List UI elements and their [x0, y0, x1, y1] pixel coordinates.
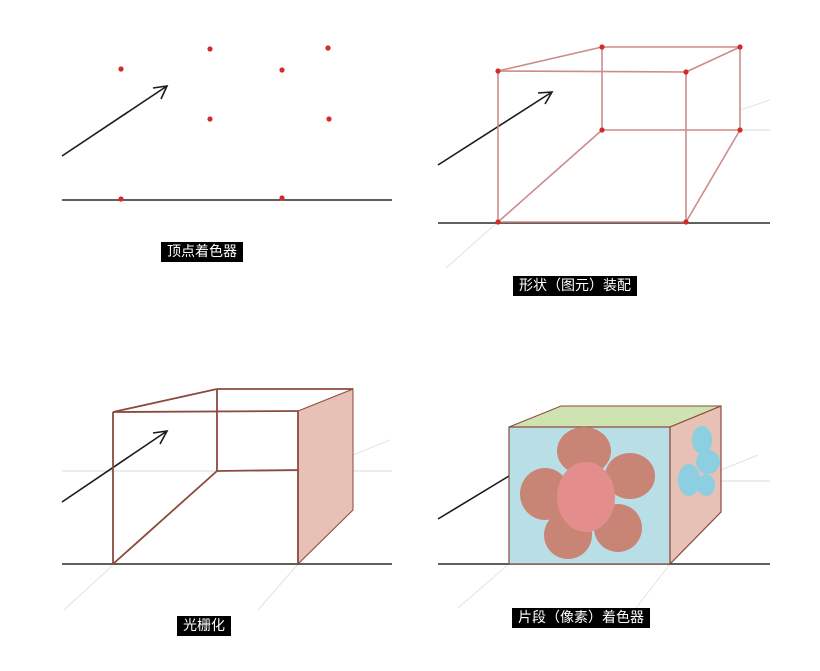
box-edges: [112, 388, 353, 565]
caption-fragment-shader: 片段（像素）着色器: [512, 608, 650, 628]
vertex-points: [118, 45, 332, 202]
flower-petal: [520, 468, 570, 520]
flower-decal: [520, 427, 655, 559]
side-decal-blob: [678, 464, 700, 496]
view-arrow: [61, 429, 169, 503]
vertex-point: [118, 66, 124, 72]
vertex-point: [495, 219, 501, 225]
side-decal-blob: [692, 426, 712, 454]
faint-perspective-line: [635, 563, 671, 609]
caption-rasterization: 光栅化: [177, 616, 231, 636]
faint-perspective-line: [720, 454, 759, 471]
faint-perspective-line: [445, 221, 499, 269]
panel-fragment-shader: [437, 405, 770, 609]
cube-wireframe: [497, 46, 741, 223]
vertex-point: [737, 44, 743, 50]
vertex-point: [118, 196, 124, 202]
panel-rasterization: [61, 388, 392, 611]
vertex-point: [683, 69, 689, 75]
vertex-point: [326, 116, 332, 122]
caption-primitive-assembly: 形状（图元）装配: [513, 276, 637, 296]
flower-petal: [605, 453, 655, 499]
view-arrow: [61, 85, 169, 157]
side-decal-blob: [696, 450, 720, 474]
vertex-point: [207, 116, 213, 122]
flower-petal: [557, 427, 611, 475]
side-decal-blob: [697, 474, 715, 496]
vertex-point: [737, 127, 743, 133]
vertex-point: [683, 219, 689, 225]
panel-primitive-assembly: [437, 44, 771, 269]
faint-perspective-line: [352, 439, 391, 456]
side-decal: [678, 426, 720, 496]
view-arrow-tail: [437, 475, 510, 520]
vertex-point: [599, 127, 605, 133]
vertex-point: [207, 46, 213, 52]
caption-vertex-shader: 顶点着色器: [161, 242, 243, 262]
vertex-point: [279, 195, 285, 201]
vertex-point: [495, 68, 501, 74]
faint-perspective-line: [739, 99, 771, 111]
shaded-side-face: [297, 388, 354, 566]
faint-perspective-line: [257, 563, 299, 611]
faint-perspective-line: [63, 563, 115, 611]
vertex-point: [279, 67, 285, 73]
flower-center: [557, 462, 615, 532]
view-arrow: [437, 91, 554, 166]
panel-vertex-shader: [61, 45, 392, 202]
faint-perspective-line: [457, 563, 510, 609]
vertex-points: [495, 44, 743, 225]
vertex-point: [599, 44, 605, 50]
vertex-point: [325, 45, 331, 51]
